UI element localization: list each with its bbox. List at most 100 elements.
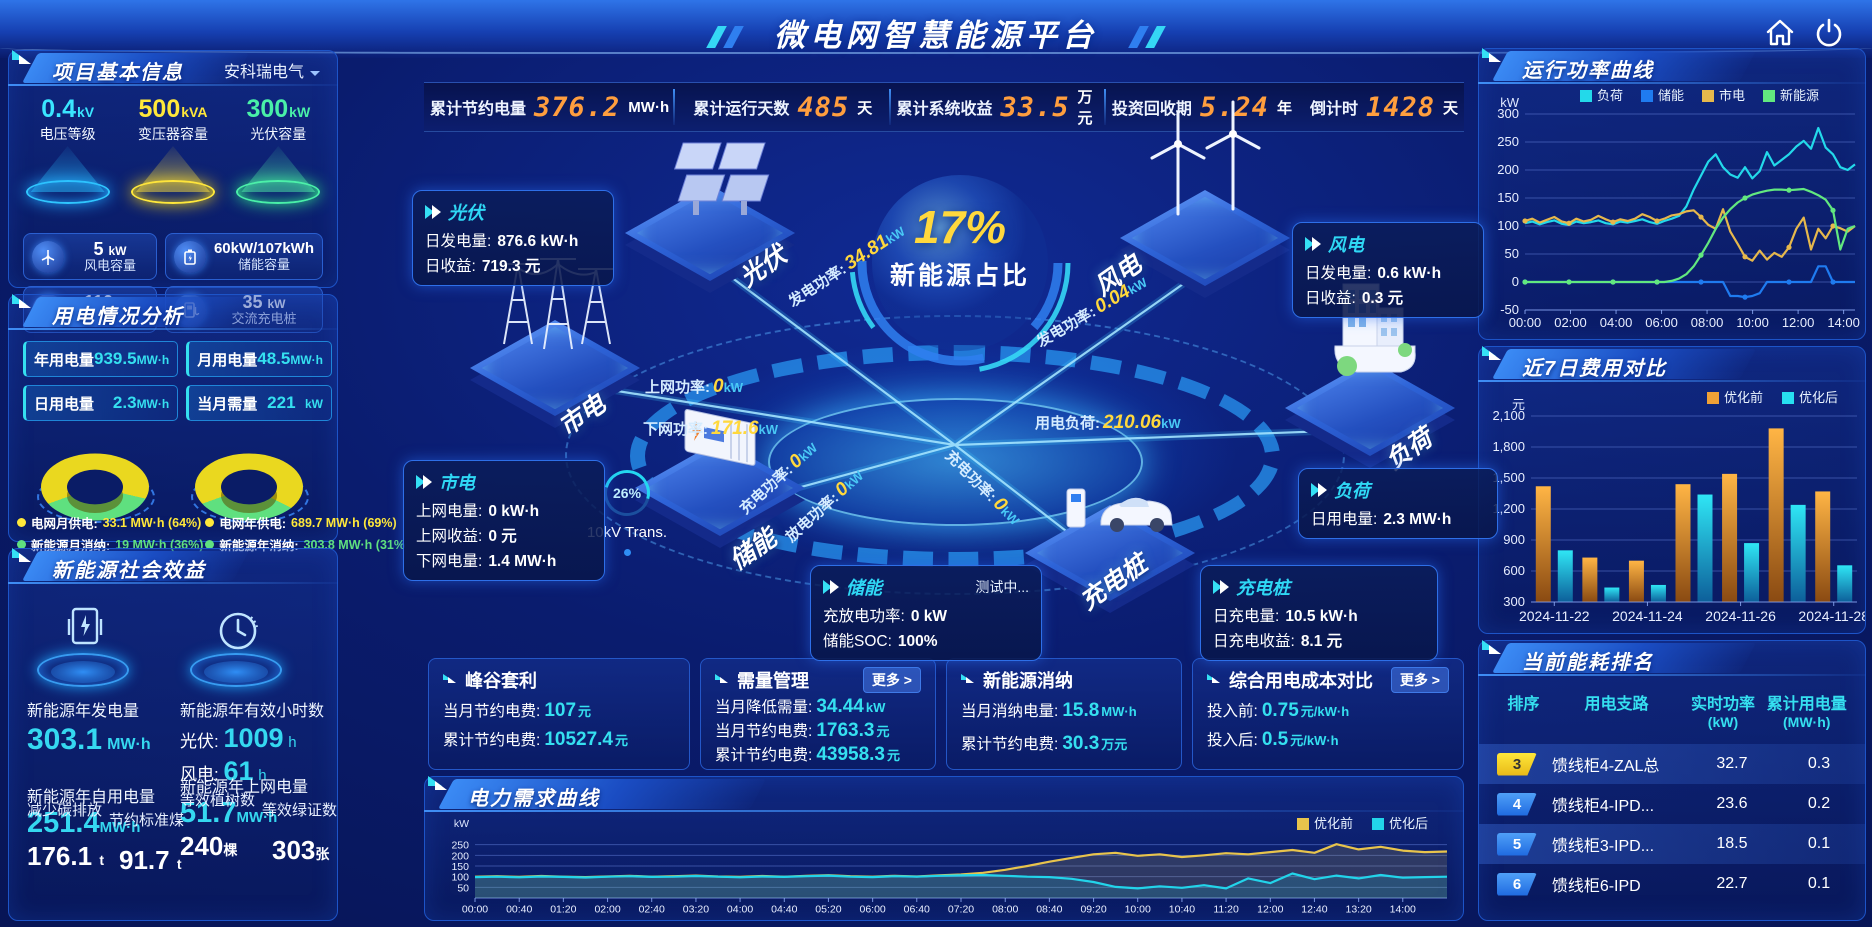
svg-text:新能源: 新能源 xyxy=(1780,88,1819,103)
svg-text:13:20: 13:20 xyxy=(1346,904,1372,916)
panel-demand-curve: 电力需求曲线 50 100 150 200 250 kW 00:00 00:40 01:20 02… xyxy=(424,776,1464,921)
table-row[interactable]: 3 馈线柜4-ZAL总 32.7 0.3 xyxy=(1479,744,1865,784)
flow-load-power: 用电负荷: 210.06kW xyxy=(1035,412,1181,433)
svg-text:04:00: 04:00 xyxy=(727,904,753,916)
svg-text:负荷: 负荷 xyxy=(1597,88,1623,103)
col-energy: 累计用电量 (MW·h) xyxy=(1766,696,1847,730)
more-button[interactable]: 更多 > xyxy=(1390,667,1449,693)
chevron-right-icon xyxy=(823,580,839,594)
table-row[interactable]: 6 馈线柜6-IPD 22.7 0.1 xyxy=(1479,864,1865,904)
svg-text:02:00: 02:00 xyxy=(594,904,620,916)
generation-icon-pedestal xyxy=(27,597,147,693)
spotlight-cone xyxy=(30,146,105,192)
kpi-run-days: 累计运行天数 485 天 xyxy=(675,83,891,131)
panel-header: 运行功率曲线 xyxy=(1478,48,1866,84)
power-icon[interactable] xyxy=(1812,16,1846,50)
kpi-label: 倒计时 xyxy=(1309,101,1358,118)
panel-energy-ranking: 当前能耗排名 排序 用电支路 实时功率 (kW) 累计用电量 (MW·h) 3 馈线… xyxy=(1478,640,1866,921)
company-selector[interactable]: 安科瑞电气 xyxy=(224,58,320,82)
self-use-block: 新能源年自用电量 251.4MW·h 减少碳排放 176.1 t 节约标准煤 9… xyxy=(27,789,185,875)
node-charger[interactable]: 充电桩 xyxy=(1025,488,1195,616)
status-badge: 测试中... xyxy=(975,579,1029,595)
gauge-label: 10kV Trans. xyxy=(586,524,668,541)
svg-text:00:00: 00:00 xyxy=(1509,315,1542,330)
company-name: 安科瑞电气 xyxy=(223,64,304,81)
year-supply-donut xyxy=(185,431,315,523)
panel-title: 新能源社会效益 xyxy=(52,560,206,582)
page-title-text: 微电网智慧能源平台 xyxy=(774,18,1098,53)
node-grid[interactable]: 市电 xyxy=(470,258,640,441)
more-button[interactable]: 更多 > xyxy=(862,667,921,693)
svg-text:08:00: 08:00 xyxy=(992,904,1018,916)
svg-text:1,200: 1,200 xyxy=(1492,501,1525,516)
svg-text:06:00: 06:00 xyxy=(860,904,886,916)
legend-item: 电网年供电: 689.7 MW·h (69%) xyxy=(205,513,405,532)
charging-station-icon xyxy=(67,607,103,645)
gauge-dot xyxy=(623,549,631,556)
platform-tile xyxy=(1285,360,1455,468)
node-load[interactable]: 负荷 xyxy=(1285,283,1455,475)
usage-stats: 年用电量 939.5MW·h 月用电量 48.5MW·h 日用电量 2.3MW·h 当… xyxy=(23,341,332,421)
ev-charger-icon xyxy=(1066,488,1173,532)
svg-text:600: 600 xyxy=(1503,563,1525,578)
svg-text:200: 200 xyxy=(1497,162,1519,177)
svg-text:储能: 储能 xyxy=(1658,88,1684,103)
table-row[interactable]: 4 馈线柜4-IPD... 23.6 0.2 xyxy=(1479,784,1865,824)
svg-text:kW: kW xyxy=(1500,95,1520,110)
panel-social-benefit: 新能源社会效益 新能源年发电量 303.1 MW·h 新能源年自用电量 xyxy=(8,548,338,921)
svg-text:11:20: 11:20 xyxy=(1213,904,1239,916)
svg-text:05:20: 05:20 xyxy=(815,904,841,916)
capacity-spotlights: 0.4kV 电压等级 500kVA 变压器容量 300kW 光伏容量 xyxy=(15,95,331,204)
panel-header: 当前能耗排名 xyxy=(1478,640,1866,676)
svg-text:优化前: 优化前 xyxy=(1724,390,1763,405)
kpi-unit: MW·h xyxy=(628,98,670,116)
wind-turbines-icon xyxy=(1150,100,1261,216)
month-supply-donut xyxy=(31,431,161,523)
rank-badge: 3 xyxy=(1497,752,1537,776)
svg-text:kW: kW xyxy=(454,818,469,830)
wind-hours: 风电: 61 h xyxy=(180,756,267,786)
node-wind[interactable]: 风电 xyxy=(1090,100,1290,301)
solar-panels-icon xyxy=(673,142,770,215)
kpi-label: 投资回收期 xyxy=(1111,101,1192,118)
card-corner-icon xyxy=(443,674,457,686)
svg-text:50: 50 xyxy=(457,882,469,894)
svg-text:优化前: 优化前 xyxy=(1314,816,1353,831)
kpi-label: 累计系统收益 xyxy=(896,101,993,118)
table-row[interactable]: 5 馈线柜3-IPD... 18.5 0.1 xyxy=(1479,824,1865,864)
svg-text:元: 元 xyxy=(1512,397,1525,412)
svg-text:10:00: 10:00 xyxy=(1736,315,1769,330)
svg-text:2024-11-28: 2024-11-28 xyxy=(1798,608,1865,624)
svg-text:1,500: 1,500 xyxy=(1492,470,1525,485)
panel-cost-compare: 近7日费用对比 300 600 900 1,200 1,500 1,800 2,100 元 20… xyxy=(1478,346,1869,634)
clock-icon xyxy=(219,612,258,650)
grid-tooltip: 市电 上网电量: 0 kW·h 上网收益: 0 元 下网电量: 1.4 MW·h xyxy=(403,460,605,581)
stat-value: 303.1 MW·h xyxy=(27,723,151,756)
svg-text:150: 150 xyxy=(1497,190,1519,205)
home-icon[interactable] xyxy=(1763,16,1797,50)
ranking-table-header: 排序 用电支路 实时功率 (kW) 累计用电量 (MW·h) xyxy=(1479,676,1865,736)
gauge-ring: 26% xyxy=(595,461,659,525)
svg-text:1,800: 1,800 xyxy=(1492,439,1525,454)
kpi-unit: 天 xyxy=(1443,99,1459,117)
stat-label: 新能源年发电量 xyxy=(27,703,140,720)
svg-text:00:40: 00:40 xyxy=(506,904,532,916)
transformer-gauge: 26% 10kV Trans. xyxy=(568,461,686,556)
panel-title: 用电情况分析 xyxy=(52,306,184,328)
title-decoration xyxy=(706,26,728,48)
ranking-table-body: 3 馈线柜4-ZAL总 32.7 0.3 4 馈线柜4-IPD... 23.6 0.2 … xyxy=(1479,744,1865,906)
panel-title: 近7日费用对比 xyxy=(1522,358,1668,380)
pv-capacity-stat: 300kW 光伏容量 xyxy=(226,95,331,204)
node-pv[interactable]: 光伏 xyxy=(625,142,795,293)
kpi-value: 1428 xyxy=(1365,91,1435,123)
title-decoration xyxy=(723,26,745,48)
node-storage[interactable]: 储能 xyxy=(635,409,805,575)
panel-header: 近7日费用对比 xyxy=(1478,346,1866,382)
kpi-value: 33.5 xyxy=(1000,91,1070,123)
panel-corner-icon xyxy=(12,548,34,568)
kpi-unit: 万元 xyxy=(1077,89,1093,127)
card-corner-icon xyxy=(961,674,975,686)
renewable-share-value: 17% xyxy=(913,201,1007,253)
